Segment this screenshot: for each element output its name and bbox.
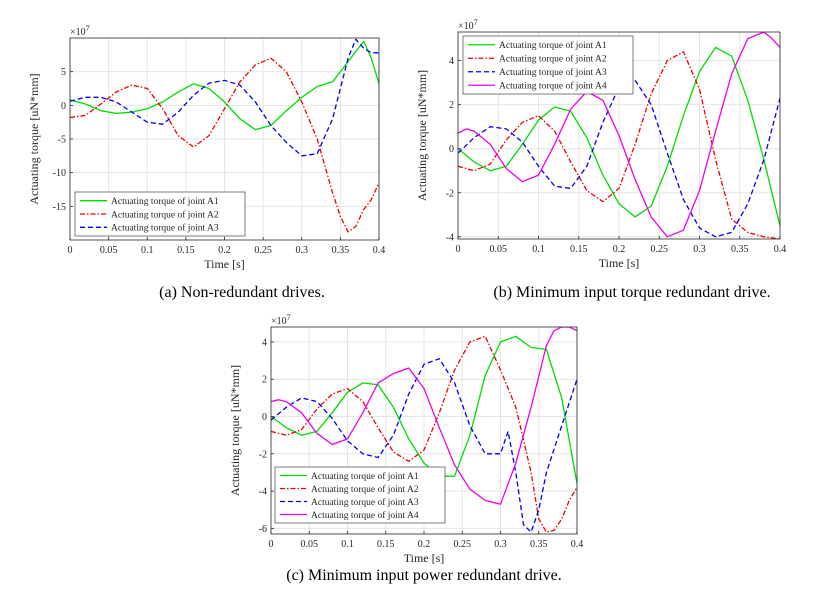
legend: Actuating torque of joint A1 Actuating to… [274,466,446,524]
y-tick-label: 2 [262,375,267,386]
legend-label-2: Actuating torque of joint A2 [111,209,219,220]
legend-label-2: Actuating torque of joint A2 [311,484,419,495]
y-tick-label: -6 [259,524,267,535]
x-tick-label: 0.15 [177,245,195,256]
x-tick-label: 0.25 [651,244,669,255]
x-tick-label: 0.4 [774,244,787,255]
y-tick-label: 4 [449,56,454,67]
y-tick-label: 5 [61,67,66,78]
x-tick-label: 0 [269,539,274,550]
axis-multiplier: ×107 [70,24,90,38]
x-tick-label: 0.15 [377,539,395,550]
y-tick-label: -15 [53,202,66,213]
legend-label-1: Actuating torque of joint A1 [311,471,419,482]
x-tick-label: 0.35 [731,244,749,255]
x-tick-label: 0.3 [693,244,706,255]
x-tick-label: 0.1 [141,245,154,256]
y-tick-label: 2 [449,100,454,111]
y-tick-label: 0 [262,412,267,423]
x-tick-label: 0.4 [373,245,386,256]
figure-caption: (c) Minimum input power redundant drive. [286,567,562,584]
series-line-2 [70,57,379,233]
y-tick-label: -2 [446,188,454,199]
series-line-1 [458,46,780,226]
y-tick-label: -4 [259,487,267,498]
legend-label-3: Actuating torque of joint A3 [499,67,607,78]
x-axis-label: Time [s] [404,551,445,565]
y-tick-label: -4 [446,232,454,243]
legend-label-3: Actuating torque of joint A3 [111,223,219,234]
x-tick-label: 0.4 [571,539,584,550]
x-tick-label: 0.2 [418,539,431,550]
x-tick-label: 0.35 [332,245,350,256]
legend-label-3: Actuating torque of joint A3 [311,497,419,508]
x-tick-label: 0 [68,245,73,256]
legend-label-1: Actuating torque of joint A1 [499,40,607,51]
legend: Actuating torque of joint A1 Actuating to… [462,35,634,95]
x-axis-label: Time [s] [204,257,245,271]
y-axis-label: Actuating torque [uN*mm] [228,365,242,496]
legend: Actuating torque of joint A1 Actuating to… [74,191,246,237]
y-tick-label: -10 [53,168,66,179]
y-axis-label: Actuating torque [uN*mm] [27,73,41,204]
axis-multiplier: ×107 [458,18,478,32]
series-line-3 [458,79,780,238]
series-line-1 [70,40,379,131]
y-tick-label: 0 [61,101,66,112]
series-line-1 [271,335,577,484]
y-tick-label: 0 [449,144,454,155]
x-tick-label: 0 [456,244,461,255]
legend-box [274,466,446,524]
legend-label-1: Actuating torque of joint A1 [111,196,219,207]
x-tick-label: 0.3 [494,539,507,550]
series-line-3 [70,38,379,157]
x-tick-label: 0.2 [613,244,626,255]
y-tick-label: -2 [259,449,267,460]
series-line-4 [458,32,780,238]
x-tick-label: 0.1 [341,539,354,550]
x-tick-label: 0.25 [254,245,272,256]
series-line-3 [271,358,577,533]
figure-caption: (a) Non-redundant drives. [159,284,325,301]
y-tick-label: -5 [58,135,66,146]
chart-panel-c: 0 0.05 0.1 0.15 0.2 0.25 0.3 0.35 0.4 -6 -4 -2 0 2 4 ×1… [228,313,583,584]
series-line-2 [271,335,577,533]
figure-caption: (b) Minimum input torque redundant drive… [493,284,770,301]
legend-label-4: Actuating torque of joint A4 [311,510,419,521]
x-tick-label: 0.35 [530,539,548,550]
x-tick-label: 0.15 [570,244,588,255]
x-tick-label: 0.2 [218,245,231,256]
y-axis-label: Actuating torque [uN*mm] [415,70,429,201]
series-line-4 [271,327,577,505]
x-axis-label: Time [s] [599,256,640,270]
x-tick-label: 0.05 [301,539,319,550]
legend-label-4: Actuating torque of joint A4 [499,81,607,92]
chart-panel-b: 0 0.05 0.1 0.15 0.2 0.25 0.3 0.35 0.4 -4 -2 0 2 4 ×107… [415,18,786,301]
legend-label-2: Actuating torque of joint A2 [499,54,607,65]
legend-box [462,35,634,95]
chart-panel-a: 0 0.05 0.1 0.15 0.2 0.25 0.3 0.35 0.4 -15 -10 -5 0 5 ×… [27,24,385,301]
y-tick-label: 4 [262,337,267,348]
x-tick-label: 0.3 [296,245,309,256]
x-tick-label: 0.05 [100,245,118,256]
x-tick-label: 0.1 [532,244,545,255]
axis-multiplier: ×107 [271,313,291,327]
x-tick-label: 0.25 [454,539,472,550]
x-tick-label: 0.05 [490,244,508,255]
